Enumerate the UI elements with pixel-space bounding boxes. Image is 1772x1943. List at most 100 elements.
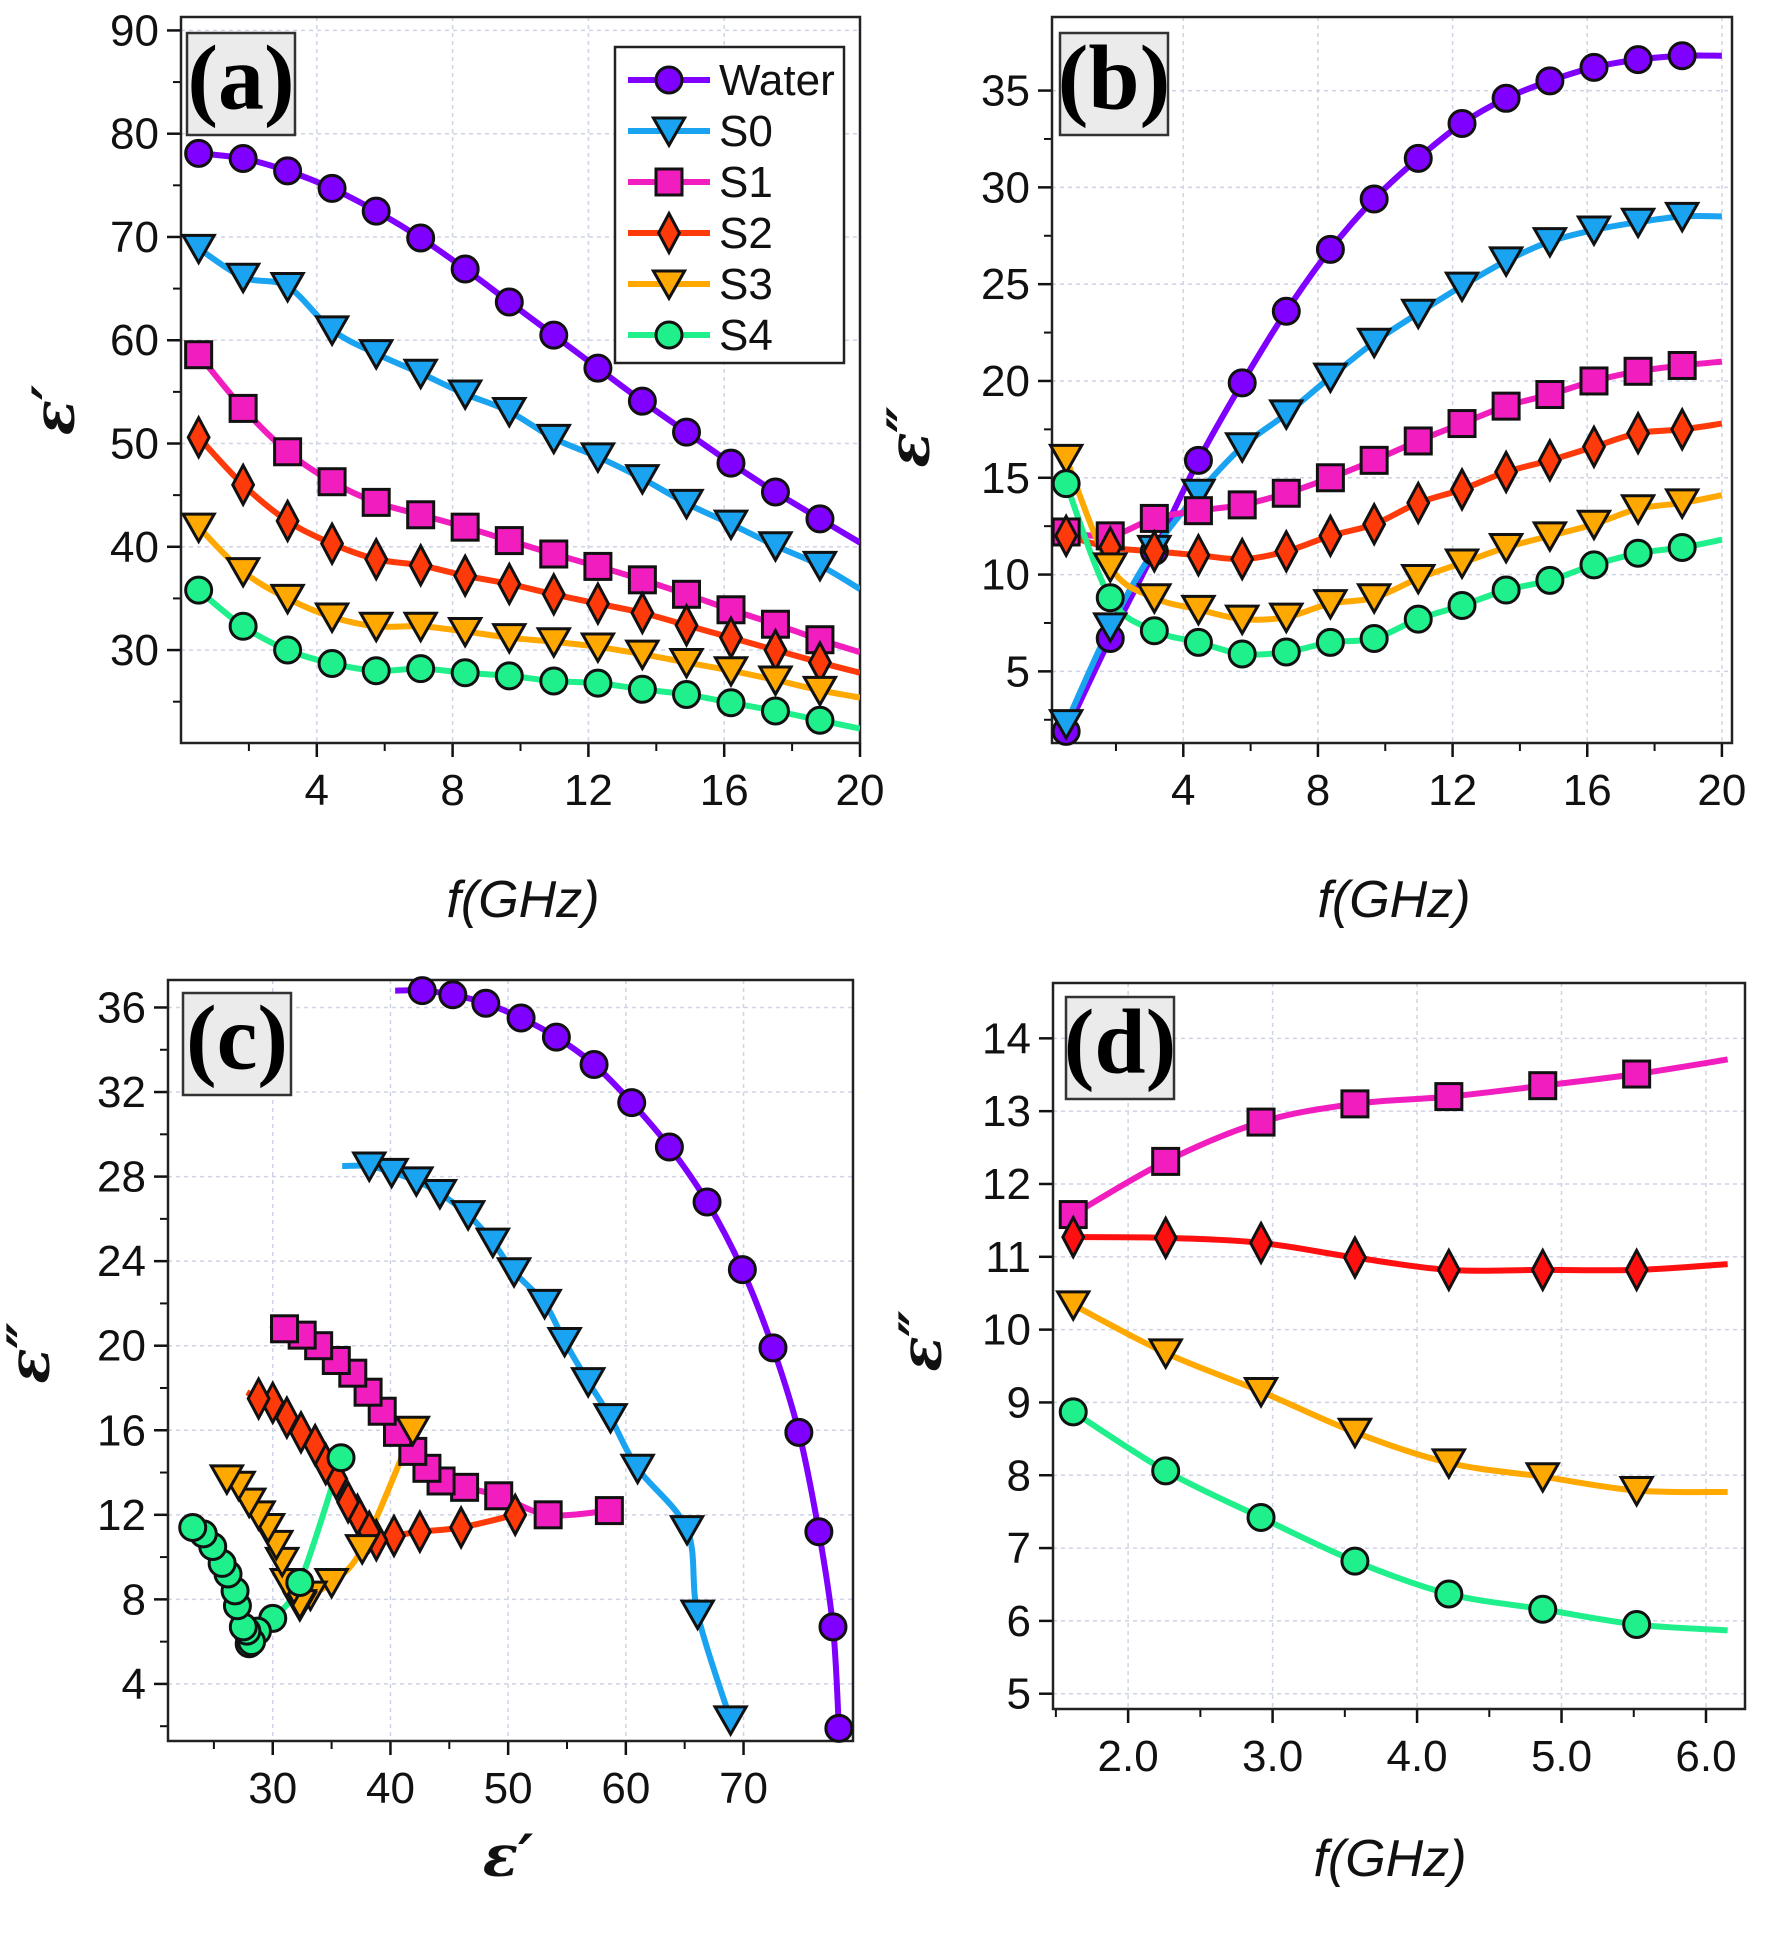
- data-point-s0: [1180, 478, 1217, 511]
- data-point-s0: [491, 396, 528, 429]
- y-axis-label: ε″: [0, 1322, 63, 1383]
- data-point-s0: [1268, 399, 1305, 432]
- data-point-s3: [446, 616, 484, 649]
- data-point-s1: [1183, 496, 1213, 526]
- y-tick-label: 8: [122, 1575, 146, 1624]
- data-point-water: [228, 143, 258, 173]
- data-point-s0: [474, 1227, 512, 1260]
- data-point-s4: [1340, 1546, 1370, 1576]
- y-tick-label: 25: [981, 260, 1030, 309]
- data-point-s3: [1531, 521, 1569, 554]
- panel-a: 4 8 12 16 20 30 40 50 60 70 80 90 f(GHz) ε′ (a) WaterS0…: [20, 6, 884, 929]
- data-point-s4: [627, 674, 657, 704]
- data-point-s3: [269, 583, 306, 616]
- data-point-s2: [1054, 513, 1079, 559]
- data-point-water: [1359, 184, 1389, 214]
- data-point-s1: [533, 1500, 563, 1530]
- data-point-s3: [1355, 583, 1393, 616]
- data-point-s1: [627, 565, 657, 595]
- data-point-water: [1315, 234, 1345, 264]
- y-tick-label: 20: [97, 1322, 146, 1371]
- data-point-s4: [1151, 1456, 1181, 1486]
- data-point-s3: [1487, 532, 1525, 565]
- data-point-water: [541, 1022, 571, 1052]
- data-point-s3: [1242, 1377, 1280, 1409]
- panel-d: 2.0 3.0 4.0 5.0 6.0 5 6 7 8 9 10 11 12 13 14 f(GHz) ε″ (d…: [887, 981, 1747, 1888]
- data-point-s4: [184, 575, 214, 605]
- data-point-s0: [546, 1326, 583, 1359]
- data-point-water: [716, 448, 746, 478]
- legend-marker-s4: [654, 320, 684, 350]
- data-point-water: [727, 1255, 757, 1285]
- x-axis-label: f(GHz): [1313, 1830, 1466, 1888]
- data-point-water: [617, 1088, 647, 1118]
- data-point-s1: [361, 487, 391, 517]
- data-point-s0: [668, 488, 705, 521]
- y-tick-label: 36: [97, 983, 146, 1032]
- data-point-s0: [1487, 246, 1525, 279]
- series-line-water: [198, 150, 860, 546]
- data-point-s1: [1667, 350, 1697, 380]
- data-point-s4: [317, 648, 347, 678]
- data-point-s1: [228, 393, 258, 423]
- x-tick-label: 30: [248, 1764, 297, 1813]
- data-point-water: [1271, 296, 1301, 326]
- data-point-s4: [716, 688, 746, 718]
- data-point-s0: [269, 272, 306, 304]
- data-point-s2: [1362, 501, 1387, 547]
- y-tick-label: 10: [981, 551, 1030, 600]
- data-point-s3: [1619, 494, 1657, 527]
- data-point-water: [184, 138, 214, 168]
- y-tick-label: 5: [1007, 1670, 1031, 1719]
- series-line-s4: [196, 587, 860, 732]
- x-tick-label: 3.0: [1242, 1732, 1303, 1781]
- data-point-s2: [674, 602, 699, 648]
- data-point-s3: [1336, 1417, 1374, 1450]
- data-point-s4: [178, 1512, 208, 1542]
- series-line-s2: [1065, 420, 1723, 563]
- y-tick-label: 40: [110, 523, 159, 572]
- data-point-s2: [541, 571, 566, 617]
- data-point-s2: [364, 536, 389, 582]
- y-tick-label: 32: [97, 1068, 146, 1117]
- data-point-s2: [275, 498, 300, 544]
- data-point-s0: [526, 1288, 563, 1321]
- panel-label: (d): [1064, 990, 1176, 1092]
- data-point-s4: [1528, 1594, 1558, 1624]
- data-point-s2: [407, 1509, 432, 1555]
- x-tick-label: 8: [440, 766, 464, 815]
- data-point-s3: [757, 665, 794, 698]
- data-point-water: [361, 196, 391, 226]
- data-point-s4: [1051, 469, 1081, 499]
- data-point-s4: [583, 668, 613, 698]
- data-point-s0: [712, 509, 750, 542]
- plot-frame: [1050, 15, 1734, 745]
- data-point-s0: [1443, 271, 1481, 304]
- data-point-water: [450, 254, 480, 284]
- x-tick-label: 16: [700, 766, 749, 815]
- y-axis-label: ε′: [20, 385, 88, 436]
- data-point-s3: [313, 602, 351, 635]
- x-tick-label: 50: [484, 1764, 533, 1813]
- data-point-s0: [624, 464, 661, 496]
- data-point-s0: [402, 358, 439, 391]
- y-tick-label: 30: [981, 163, 1030, 212]
- panel-label: (c): [186, 986, 288, 1088]
- panel-label: (b): [1058, 26, 1170, 128]
- data-point-s0: [224, 262, 262, 295]
- x-tick-label: 4: [305, 766, 329, 815]
- data-point-s1: [1528, 1071, 1558, 1101]
- legend-label-water: Water: [719, 56, 835, 105]
- x-tick-label: 70: [719, 1764, 768, 1813]
- x-tick-label: 12: [564, 766, 613, 815]
- x-tick-label: 8: [1306, 766, 1330, 815]
- data-point-water: [804, 1517, 834, 1547]
- legend-marker-s1: [654, 167, 684, 197]
- data-point-s2: [1248, 1220, 1274, 1266]
- data-point-s4: [1579, 550, 1609, 580]
- data-point-s0: [679, 1599, 716, 1632]
- data-point-s2: [408, 542, 433, 589]
- data-point-s4: [326, 1443, 356, 1473]
- data-point-s1: [1246, 1107, 1276, 1137]
